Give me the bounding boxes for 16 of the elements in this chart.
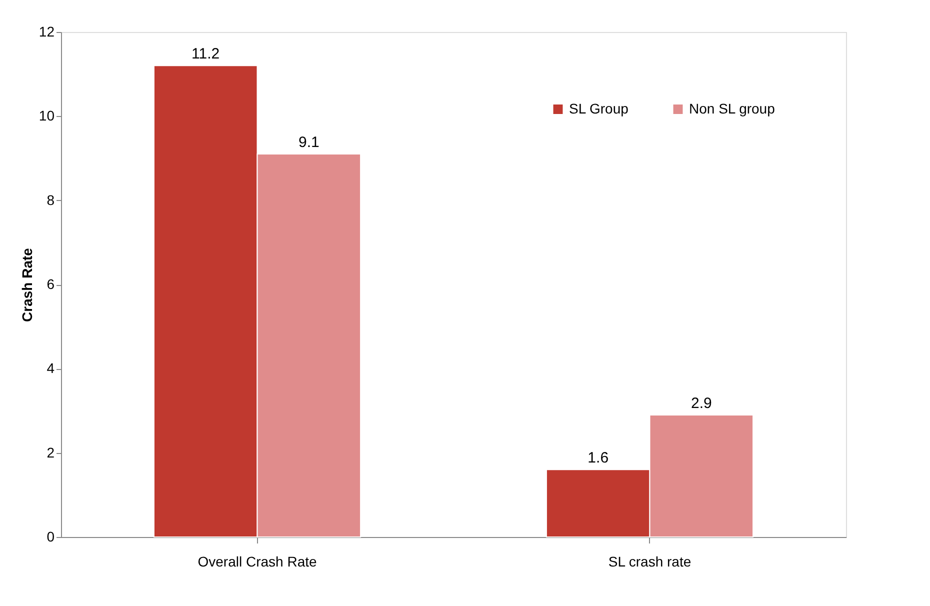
data-label: 2.9 (690, 394, 712, 412)
y-tick-label: 2 (46, 444, 55, 460)
y-tick-label: 0 (46, 528, 55, 544)
data-label: 11.2 (192, 46, 220, 63)
x-tick-label: SL crash rate (608, 554, 692, 570)
legend-label: SL Group (569, 100, 629, 116)
y-tick-label: 6 (46, 276, 55, 292)
y-tick-label: 4 (46, 360, 55, 376)
y-tick-label: 12 (38, 24, 55, 40)
y-tick-label: 8 (46, 192, 55, 208)
data-label: 1.6 (588, 450, 609, 467)
data-label: 9.1 (298, 134, 320, 152)
x-tick-label: Overall Crash Rate (198, 554, 317, 570)
y-axis-title: Crash Rate (18, 248, 35, 322)
y-tick-label: 10 (38, 108, 55, 124)
legend-label: Non SL group (689, 100, 776, 116)
